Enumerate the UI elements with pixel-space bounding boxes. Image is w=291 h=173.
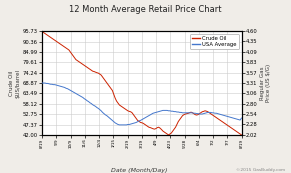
Y-axis label: Regular Gas
Price (US $/G): Regular Gas Price (US $/G) — [260, 64, 271, 102]
Y-axis label: Crude Oil
$US/barrel: Crude Oil $US/barrel — [9, 69, 20, 98]
Text: 12 Month Average Retail Price Chart: 12 Month Average Retail Price Chart — [69, 5, 222, 14]
Text: Date (Month/Day): Date (Month/Day) — [111, 168, 168, 173]
Legend: Crude Oil, USA Average: Crude Oil, USA Average — [190, 34, 239, 49]
Text: ©2015 GasBuddy.com: ©2015 GasBuddy.com — [236, 168, 285, 172]
